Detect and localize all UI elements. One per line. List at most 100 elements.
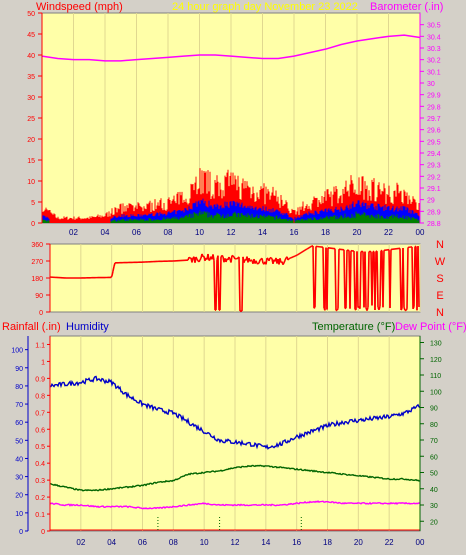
direction-tick-label: 0 — [39, 310, 43, 317]
temperature-legend: Temperature (°F) — [312, 321, 395, 333]
compass-label: S — [436, 273, 443, 285]
temperature-tick-label: 100 — [430, 389, 442, 396]
direction-segment — [265, 257, 268, 265]
x-tick-label: 16 — [292, 538, 301, 547]
barometer-tick-label: 29.1 — [427, 186, 441, 193]
direction-segment — [236, 257, 239, 260]
barometer-tick-label: 29.4 — [427, 151, 441, 158]
rainfall-tick-label: 0.7 — [35, 410, 45, 417]
temperature-tick-label: 70 — [430, 438, 438, 445]
direction-segment — [238, 256, 241, 312]
direction-segment — [326, 247, 329, 310]
direction-segment — [299, 251, 302, 254]
direction-segment — [198, 259, 201, 263]
direction-segment — [232, 255, 235, 258]
windspeed-tick-label: 20 — [27, 137, 35, 144]
direction-segment — [402, 247, 405, 308]
x-tick-label: 16 — [290, 228, 299, 237]
direction-segment — [300, 251, 303, 254]
direction-segment — [228, 256, 231, 260]
direction-segment — [249, 259, 252, 262]
compass-label: N — [436, 239, 444, 251]
barometer-tick-label: 29.5 — [427, 139, 441, 146]
x-tick-label: 14 — [261, 538, 270, 547]
barometer-tick-label: 28.9 — [427, 209, 441, 216]
windspeed-tick-label: 50 — [27, 11, 35, 18]
direction-segment — [308, 246, 311, 249]
direction-segment — [309, 245, 312, 248]
direction-segment — [111, 270, 114, 277]
x-tick-label: 08 — [164, 228, 173, 237]
barometer-title: Barometer (.in) — [370, 1, 443, 13]
x-tick-label: 02 — [76, 538, 85, 547]
humidity-tick-label: 10 — [15, 511, 23, 518]
barometer-tick-label: 29.2 — [427, 174, 441, 181]
direction-segment — [359, 251, 362, 309]
direction-segment — [287, 258, 290, 261]
direction-segment — [221, 254, 224, 258]
direction-segment — [207, 253, 210, 261]
wind-direction-series — [49, 245, 420, 312]
humidity-tick-label: 90 — [15, 366, 23, 373]
direction-segment — [195, 256, 198, 260]
direction-segment — [199, 257, 202, 261]
direction-segment — [304, 248, 307, 251]
windspeed-tick-label: 10 — [27, 179, 35, 186]
x-tick-label: 00 — [416, 228, 425, 237]
direction-segment — [213, 260, 216, 311]
windspeed-axis: 0 5 10 15 20 25 30 35 40 45 50 — [27, 11, 43, 228]
dewpoint-line — [49, 500, 421, 510]
direction-segment — [208, 259, 211, 262]
rainfall-tick-label: 0.1 — [35, 512, 45, 519]
direction-segment — [367, 251, 370, 308]
x-tick-label: 08 — [169, 538, 178, 547]
wind-x-axis: 02 04 06 08 10 12 14 16 18 20 22 00 — [69, 228, 425, 237]
x-tick-label: 10 — [200, 538, 209, 547]
direction-segment — [296, 253, 299, 256]
direction-tick-label: 360 — [31, 242, 43, 249]
windspeed-tick-label: 0 — [31, 221, 35, 228]
direction-segment — [191, 257, 194, 263]
direction-segment — [349, 250, 352, 309]
barometer-tick-label: 30 — [427, 81, 435, 88]
direction-segment — [284, 257, 287, 261]
windspeed-tick-label: 30 — [27, 95, 35, 102]
direction-segment — [334, 248, 337, 311]
direction-segment — [283, 259, 286, 264]
x-tick-label: 04 — [101, 228, 110, 237]
windspeed-tick-label: 5 — [31, 200, 35, 207]
direction-segment — [343, 249, 346, 309]
direction-segment — [112, 266, 115, 272]
direction-segment — [389, 249, 392, 309]
x-tick-label: 20 — [354, 538, 363, 547]
compass-label: E — [436, 290, 443, 302]
humidity-line — [49, 375, 421, 450]
x-tick-label: 18 — [321, 228, 330, 237]
barometer-tick-label: 29 — [427, 198, 435, 205]
direction-segment — [382, 250, 385, 308]
direction-segment — [196, 258, 199, 262]
direction-segment — [337, 249, 340, 309]
direction-segment — [399, 248, 402, 311]
barometer-tick-label: 29.7 — [427, 116, 441, 123]
direction-segment — [412, 306, 415, 310]
humidity-tick-label: 70 — [15, 402, 23, 409]
x-tick-label: 00 — [416, 538, 425, 547]
temperature-tick-label: 80 — [430, 422, 438, 429]
direction-axis: 0 90 180 270 360 — [31, 242, 51, 317]
humidity-legend: Humidity — [66, 321, 109, 333]
x-tick-label: 04 — [107, 538, 116, 547]
temperature-tick-label: 110 — [430, 373, 441, 380]
direction-segment — [297, 253, 300, 256]
direction-segment — [188, 256, 191, 259]
barometer-series — [41, 34, 421, 62]
direction-segment — [241, 256, 244, 312]
direction-segment — [314, 246, 317, 308]
rainfall-tick-label: 0.8 — [35, 393, 45, 400]
direction-segment — [270, 257, 273, 260]
direction-segment — [374, 251, 377, 310]
direction-segment — [110, 275, 113, 278]
windspeed-tick-label: 35 — [27, 74, 35, 81]
direction-segment — [230, 255, 233, 263]
